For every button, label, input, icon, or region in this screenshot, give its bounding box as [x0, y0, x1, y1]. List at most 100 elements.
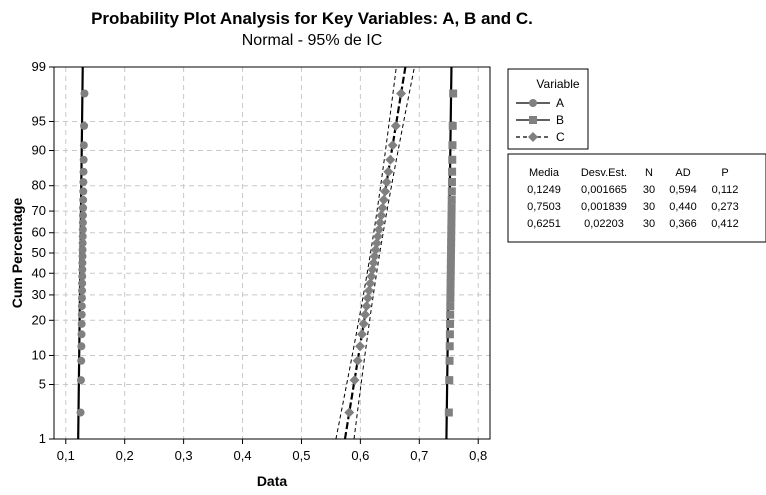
data-point-a	[78, 218, 87, 227]
data-point-a	[78, 232, 87, 241]
data-point-c	[344, 407, 355, 418]
data-point-c	[362, 293, 373, 304]
data-point-b	[449, 89, 458, 98]
data-point-c	[381, 177, 392, 188]
stats-cell: 0,594	[669, 184, 697, 196]
data-point-a	[78, 279, 87, 288]
stats-header: N	[645, 167, 653, 179]
chart-title: Probability Plot Analysis for Key Variab…	[91, 9, 533, 28]
data-point-b	[447, 218, 456, 227]
data-point-a	[77, 310, 86, 319]
data-point-c	[364, 285, 375, 296]
data-point-a	[78, 239, 87, 248]
y-tick-label: 80	[32, 178, 46, 193]
data-point-c	[365, 278, 376, 289]
data-point-c	[380, 186, 391, 197]
data-point-c	[383, 166, 394, 177]
data-point-c	[352, 355, 363, 366]
y-axis-label: Cum Percentage	[9, 198, 25, 309]
data-point-b	[447, 239, 456, 248]
grid-lines	[54, 67, 490, 439]
data-point-a	[79, 203, 88, 212]
x-tick-label: 0,3	[175, 448, 193, 463]
data-point-c	[368, 257, 379, 268]
data-point-a	[77, 302, 86, 311]
legend-label-a: A	[556, 96, 564, 110]
stats-header: AD	[675, 167, 690, 179]
data-point-b	[446, 252, 455, 261]
y-tick-label: 95	[32, 113, 46, 128]
data-point-b	[447, 178, 456, 187]
stats-cell: 0,440	[669, 201, 697, 213]
data-point-c	[376, 210, 387, 221]
x-tick-label: 0,7	[410, 448, 428, 463]
chart-subtitle: Normal - 95% de IC	[242, 32, 383, 49]
legend-title: Variable	[536, 77, 579, 91]
y-tick-label: 20	[32, 312, 46, 327]
stats-cell: 30	[643, 184, 655, 196]
data-point-c	[375, 217, 386, 228]
data-point-b	[448, 167, 457, 176]
y-axis: 1 5 10 20 30 40 50 60 70 80 90 95 99	[32, 59, 54, 446]
data-point-c	[370, 244, 381, 255]
data-point-a	[78, 265, 87, 274]
data-point-c	[371, 238, 382, 249]
stats-header: P	[721, 167, 728, 179]
data-points	[76, 88, 458, 418]
data-point-b	[448, 121, 457, 130]
data-point-a	[79, 141, 88, 150]
x-tick-label: 0,1	[57, 448, 75, 463]
data-point-c	[373, 224, 384, 235]
data-point-c	[355, 341, 366, 352]
data-point-a	[80, 89, 89, 98]
y-tick-label: 1	[39, 431, 46, 446]
stats-cell: 0,366	[669, 218, 697, 230]
data-point-a	[78, 245, 87, 254]
stats-header: Desv.Est.	[581, 167, 627, 179]
data-point-c	[377, 202, 388, 213]
data-point-b	[445, 330, 454, 339]
stats-cell: 30	[643, 218, 655, 230]
data-point-a	[76, 376, 85, 385]
stats-cell: 0,1249	[527, 184, 561, 196]
x-axis: 0,1 0,2 0,3 0,4 0,5 0,6 0,7 0,8	[57, 439, 487, 463]
data-point-a	[77, 294, 86, 303]
x-tick-label: 0,2	[116, 448, 134, 463]
y-tick-label: 10	[32, 347, 46, 362]
legend-label-b: B	[556, 113, 564, 127]
stats-cell: 30	[643, 201, 655, 213]
y-tick-label: 99	[32, 59, 46, 74]
stats-cell: 0,6251	[527, 218, 561, 230]
data-point-b	[446, 294, 455, 303]
x-tick-label: 0,5	[292, 448, 310, 463]
y-tick-label: 50	[32, 245, 46, 260]
data-point-a	[78, 252, 87, 261]
data-point-b	[448, 141, 457, 150]
stats-cell: 0,112	[712, 184, 739, 196]
y-tick-label: 40	[32, 265, 46, 280]
data-point-a	[79, 187, 88, 196]
data-point-b	[445, 342, 454, 351]
y-tick-label: 30	[32, 287, 46, 302]
data-point-a	[79, 195, 88, 204]
x-tick-label: 0,6	[351, 448, 369, 463]
data-point-a	[78, 258, 87, 267]
data-point-a	[77, 356, 86, 365]
data-point-c	[372, 231, 383, 242]
data-point-a	[79, 167, 88, 176]
data-point-b	[447, 203, 456, 212]
y-tick-label: 90	[32, 143, 46, 158]
data-point-a	[76, 408, 85, 417]
data-point-a	[78, 286, 87, 295]
data-point-a	[77, 319, 86, 328]
legend-marker-a	[529, 99, 537, 107]
x-axis-label: Data	[257, 473, 288, 489]
data-point-b	[446, 319, 455, 328]
stats-cell: 0,001839	[581, 201, 627, 213]
data-point-c	[358, 318, 369, 329]
data-point-b	[444, 408, 453, 417]
legend: Variable ABC	[507, 68, 589, 150]
legend-marker-b	[529, 116, 537, 124]
data-point-b	[446, 286, 455, 295]
